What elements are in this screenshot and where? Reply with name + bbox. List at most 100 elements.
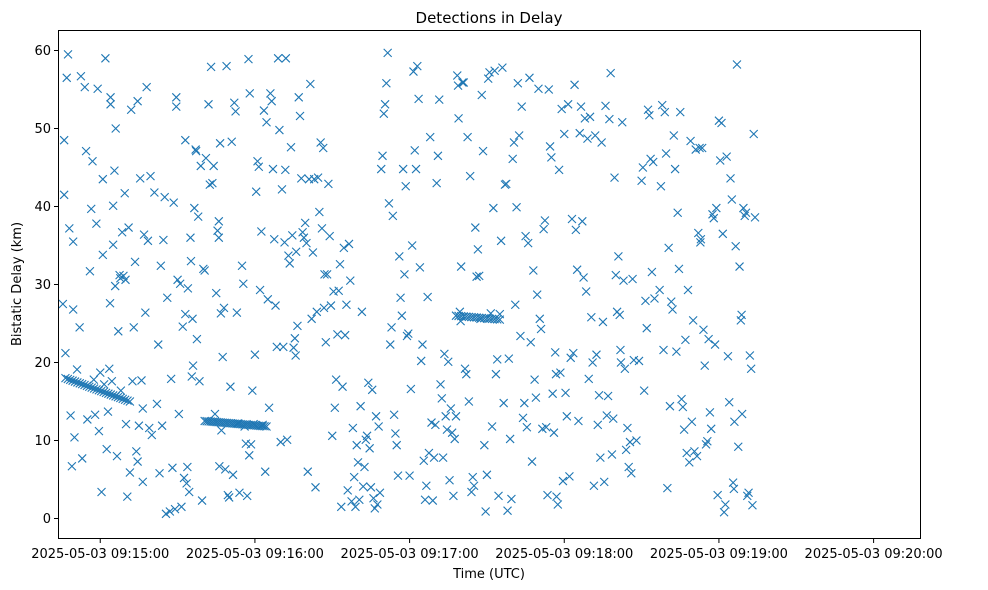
data-point [498,63,507,73]
data-point [262,117,271,127]
data-point [344,239,354,249]
data-point [265,89,275,98]
data-point [282,435,292,445]
data-point [112,451,122,461]
data-point [416,356,426,366]
data-point [683,285,693,295]
x-axis-label: Time (UTC) [452,567,525,582]
data-point [389,410,399,420]
data-point [697,143,707,153]
data-point [135,174,145,183]
data-point [566,353,576,363]
data-point [106,390,116,399]
data-point [175,279,185,289]
data-point [108,391,118,400]
scatter-marks [58,48,760,519]
data-point [107,376,117,386]
data-point [565,471,574,481]
data-point [75,378,85,388]
data-point [588,358,598,367]
data-point [171,92,181,102]
data-point [740,211,750,221]
y-tick-label: 10 [34,434,51,449]
data-point [745,351,755,360]
data-point [155,468,164,478]
data-point [684,457,694,467]
data-point [641,296,650,306]
data-point [335,259,345,269]
data-point [464,397,474,406]
data-point [142,82,152,92]
data-point [730,417,739,427]
data-point [110,281,120,291]
y-tick-label: 40 [34,200,51,215]
data-point [81,146,91,156]
data-point [419,456,429,466]
data-point [298,227,307,237]
data-point [314,207,324,217]
data-point [168,463,177,473]
data-point [300,218,310,228]
data-point [526,337,536,347]
data-point [421,481,431,491]
data-point [214,233,224,243]
data-point [510,300,520,310]
data-point [456,262,466,271]
data-point [554,165,564,175]
data-point [186,256,196,266]
data-point [415,262,425,272]
data-point [737,310,747,320]
data-point [454,113,463,123]
data-point [536,324,546,334]
data-point [709,213,719,223]
data-point [650,294,659,303]
data-point [111,391,120,401]
data-point [550,347,560,357]
data-point [323,179,333,189]
data-point [165,507,175,516]
data-point [642,323,652,333]
data-point [326,301,336,310]
data-point [378,151,387,161]
data-point [706,424,716,434]
data-point [660,107,670,117]
data-point [319,303,329,313]
data-point [90,410,100,420]
data-point [474,271,484,281]
data-point [615,310,625,320]
data-point [562,411,572,421]
data-point [428,496,438,505]
data-point [494,491,503,501]
data-point [517,102,527,112]
data-point [320,269,329,279]
data-point [379,109,389,119]
data-point [180,135,190,145]
data-point [138,404,148,413]
data-point [246,440,256,449]
data-point [104,364,114,374]
data-point [530,375,540,385]
data-point [153,340,163,349]
data-point [206,62,216,72]
data-point [696,234,706,244]
data-point [513,78,523,88]
data-point [616,345,625,355]
data-point [400,269,409,279]
data-point [623,423,632,433]
data-point [602,411,612,420]
data-point [129,323,139,332]
data-point [407,241,417,250]
data-point [621,445,631,455]
data-point [437,393,447,403]
data-point [608,414,618,424]
data-point [360,462,369,472]
data-point [459,78,469,87]
data-point [345,276,355,285]
data-point [186,233,195,243]
data-point [205,180,215,190]
data-point [108,201,118,211]
data-point [143,236,153,246]
data-point [180,309,190,319]
data-point [105,298,115,308]
data-point [209,161,219,171]
